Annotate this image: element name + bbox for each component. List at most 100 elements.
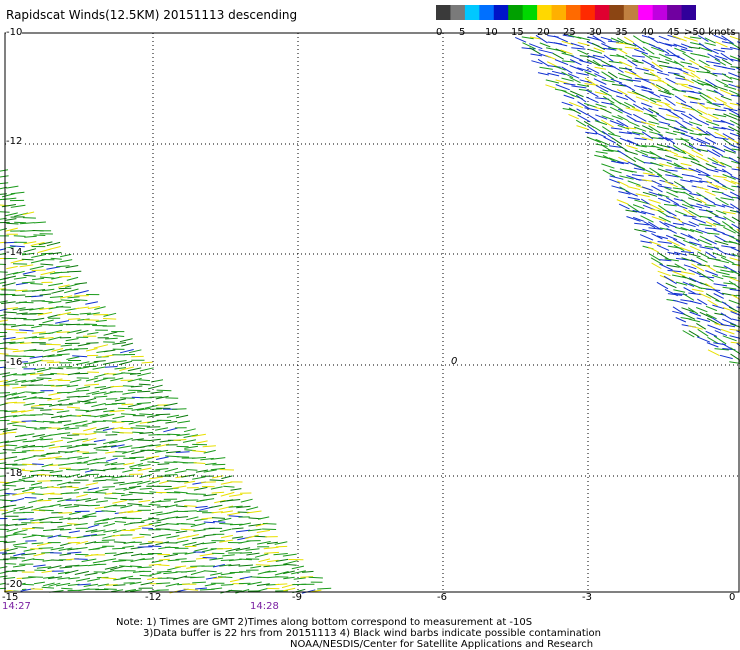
wind-barb: [696, 307, 708, 313]
wind-barb: [723, 144, 737, 153]
wind-barb: [175, 558, 187, 560]
wind-barb: [698, 114, 713, 122]
wind-barb: [14, 379, 27, 383]
wind-barb: [736, 132, 740, 136]
wind-barb: [73, 486, 89, 491]
wind-barb: [601, 119, 614, 128]
wind-barb: [11, 421, 26, 423]
wind-barb: [688, 330, 700, 338]
wind-barb: [697, 328, 709, 337]
wind-barb: [730, 323, 740, 328]
wind-barb: [697, 251, 710, 259]
wind-barb: [722, 286, 737, 290]
wind-barb: [10, 191, 25, 195]
wind-barb: [5, 456, 18, 459]
wind-barb: [593, 126, 606, 135]
wind-barb: [584, 71, 597, 77]
wind-barb: [681, 307, 695, 313]
wind-barb: [707, 53, 721, 61]
wind-barb: [41, 463, 54, 468]
wind-barb: [130, 427, 146, 430]
wind-barb: [33, 234, 46, 236]
wind-barb: [0, 204, 10, 207]
lat-label: -16: [6, 357, 23, 368]
wind-barb: [9, 556, 26, 559]
wind-barb: [570, 90, 584, 98]
wind-barb: [195, 469, 209, 473]
wind-barb: [137, 372, 152, 377]
wind-barb: [699, 94, 712, 104]
wind-barb: [82, 452, 98, 455]
wind-barb: [722, 211, 736, 215]
wind-barb: [721, 126, 735, 132]
wind-barb: [128, 349, 142, 354]
wind-barb: [93, 395, 108, 398]
wind-barb: [15, 289, 28, 292]
wind-barb: [616, 95, 629, 101]
wind-barb: [227, 512, 241, 516]
wind-barb: [5, 271, 19, 276]
wind-barb: [713, 223, 726, 227]
wind-barb: [114, 398, 127, 402]
wind-barb: [212, 463, 226, 466]
wind-barb: [21, 409, 34, 413]
wind-barb: [129, 372, 142, 375]
wind-barb: [648, 43, 661, 50]
lat-label: -10: [6, 27, 23, 38]
wind-barb: [14, 546, 27, 548]
wind-barb: [711, 190, 724, 194]
wind-barb: [673, 251, 688, 256]
wind-barb: [642, 107, 654, 114]
wind-barb: [21, 281, 35, 284]
wind-barb: [680, 112, 693, 120]
wind-barb: [627, 120, 640, 127]
wind-barb: [658, 121, 671, 125]
wind-barb: [29, 355, 43, 359]
wind-barb: [601, 79, 615, 83]
wind-barb: [33, 552, 46, 557]
wind-barb: [731, 263, 740, 266]
wind-barb: [38, 509, 54, 512]
wind-barb: [217, 517, 232, 522]
wind-barb: [2, 282, 16, 287]
wind-barb: [706, 60, 721, 65]
wind-barb: [77, 395, 90, 398]
wind-barb: [66, 367, 82, 369]
wind-barb: [171, 408, 187, 410]
wind-barb: [63, 288, 79, 294]
wind-barb: [609, 175, 624, 180]
wind-barb: [181, 474, 196, 478]
wind-barb: [698, 35, 709, 42]
wind-barb: [216, 547, 232, 550]
wind-barb: [687, 307, 699, 315]
wind-barb: [658, 216, 672, 223]
wind-barb: [665, 136, 676, 145]
wind-barb: [121, 403, 134, 406]
note-line-1: Note: 1) Times are GMT 2)Times along bot…: [116, 617, 533, 628]
wind-barb: [22, 463, 37, 466]
wind-barb: [632, 209, 647, 215]
wind-barb: [619, 60, 633, 68]
wind-barb: [150, 391, 163, 394]
wind-barb: [139, 431, 154, 435]
plot-frame: [4, 32, 740, 593]
wind-barb: [663, 203, 677, 207]
wind-barb: [682, 330, 695, 338]
wind-barb: [561, 66, 573, 74]
wind-barb: [640, 198, 651, 206]
wind-barb: [60, 437, 73, 440]
wind-barb: [140, 456, 155, 462]
wind-barb: [58, 463, 70, 466]
wind-barb: [32, 558, 45, 561]
wind-barb: [103, 318, 117, 320]
wind-barb: [129, 463, 144, 468]
wind-barb: [688, 292, 702, 296]
wind-barb: [657, 143, 671, 149]
wind-barb: [40, 263, 54, 266]
wind-barb: [48, 282, 63, 287]
wind-barb: [0, 211, 10, 213]
wind-barb: [729, 226, 740, 235]
wind-barb: [121, 372, 136, 375]
wind-barb: [182, 439, 197, 443]
